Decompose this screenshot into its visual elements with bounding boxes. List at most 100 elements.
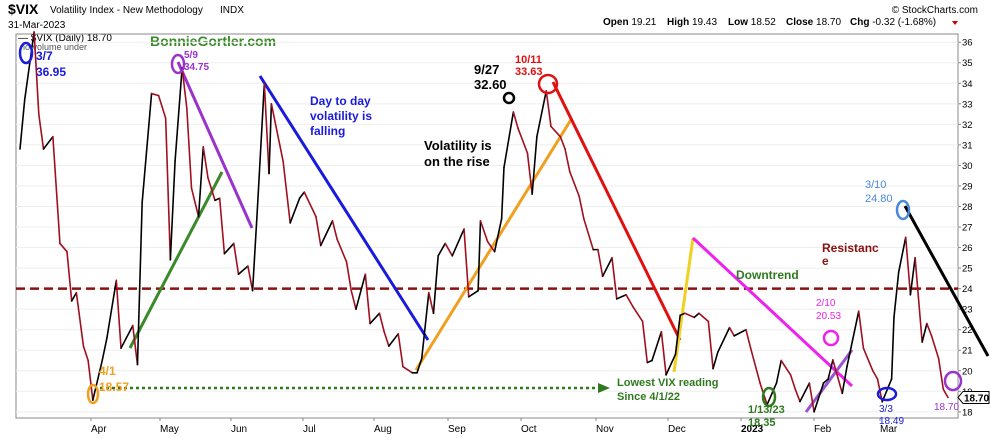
ohlc-chg: Chg -0.32 (-1.68%) <box>850 17 936 28</box>
price-segment <box>486 240 496 253</box>
price-segment <box>463 228 470 298</box>
peak-feb10-circle <box>822 329 840 347</box>
price-segment <box>531 135 538 195</box>
last-close-circle <box>943 370 963 392</box>
x-tick-label: Oct <box>521 424 537 435</box>
highlight-circles <box>18 41 963 408</box>
price-segment <box>164 117 172 261</box>
price-segment <box>42 135 54 150</box>
price-segment <box>841 365 848 395</box>
price-segment <box>270 103 284 163</box>
price-segment <box>141 92 153 204</box>
price-segment <box>872 369 879 380</box>
price-segment <box>930 335 940 360</box>
price-segment <box>444 242 454 257</box>
x-tick-label: Jun <box>231 424 247 435</box>
violet-uptrend-line <box>804 349 854 413</box>
source-label: © StockCharts.com <box>892 5 978 16</box>
y-tick-label: 20 <box>962 366 973 377</box>
price-series <box>19 31 949 413</box>
price-segment <box>728 326 736 337</box>
ohlc-open: Open 19.21 <box>603 17 657 28</box>
green-uptrend-line <box>128 171 224 349</box>
price-segment <box>775 359 782 384</box>
price-segment <box>82 345 89 362</box>
price-segment <box>568 170 580 198</box>
price-segment <box>350 289 357 310</box>
price-segment <box>679 312 686 317</box>
price-segment <box>893 271 900 319</box>
y-tick-label: 23 <box>962 305 973 316</box>
price-segment <box>369 312 381 325</box>
price-segment <box>578 195 585 220</box>
price-segment <box>500 166 505 220</box>
price-segment <box>251 209 259 292</box>
price-segment <box>745 328 752 349</box>
price-segment <box>808 382 815 413</box>
price-segment <box>651 330 663 362</box>
price-segment <box>23 31 35 101</box>
price-segment <box>364 273 371 325</box>
price-segment <box>632 306 644 323</box>
price-segment <box>282 160 291 224</box>
price-segment <box>684 312 696 319</box>
last-price-box <box>957 390 990 404</box>
price-segment <box>214 197 221 202</box>
series-legend: — $VIX (Daily) 18.70 <box>18 33 112 44</box>
ohlc-low: Low 18.52 <box>728 17 776 28</box>
price-segment <box>921 322 928 343</box>
annotation-t-day: Day to day volatility is falling <box>310 94 372 138</box>
low-mar3-circle <box>876 386 898 402</box>
annotation-t-resist: Resistanc e <box>822 241 879 268</box>
price-segment <box>780 359 792 376</box>
price-segment <box>197 146 205 218</box>
price-segment <box>583 218 595 251</box>
price-segment <box>789 374 797 391</box>
peak-oct11-circle <box>537 73 559 95</box>
annotation-t-downtrend: Downtrend <box>736 268 799 282</box>
y-tick-label: 29 <box>962 181 973 192</box>
price-segment <box>303 191 317 218</box>
price-segment <box>66 250 73 302</box>
price-segment <box>331 220 338 241</box>
price-segment <box>33 31 40 115</box>
exchange-label: INDX <box>220 5 244 16</box>
last-price-value: 18.70 <box>964 393 989 404</box>
y-tick-label: 30 <box>962 161 973 172</box>
price-segment <box>914 257 923 343</box>
y-tick-label: 35 <box>962 58 973 69</box>
price-segment <box>87 359 94 401</box>
y-tick-label: 26 <box>962 243 973 254</box>
purple-downtrend-line <box>176 61 254 229</box>
price-segment <box>550 125 562 138</box>
annotations: 3/7 36.95 5/9 34.75 4/1 18.57 9/27 32.60 10/11 33… <box>36 49 959 429</box>
price-segment <box>101 337 108 362</box>
black-downtrend-line <box>903 205 990 357</box>
plot-frame <box>15 33 959 419</box>
ohlc-close: Close 18.70 <box>786 17 841 28</box>
y-tick-label: 25 <box>962 264 973 275</box>
price-segment <box>378 312 385 333</box>
price-segment <box>451 228 465 257</box>
price-segment <box>937 357 945 391</box>
price-segment <box>846 310 860 368</box>
price-segment <box>665 353 677 376</box>
orange-uptrend-line <box>414 117 574 371</box>
peak-sep27-circle <box>502 91 516 105</box>
price-segment <box>157 94 167 119</box>
price-segment <box>536 90 548 138</box>
price-segment <box>517 127 529 154</box>
ohlc-high: High 19.43 <box>667 17 717 28</box>
chart-date: 31-Mar-2023 <box>8 20 66 31</box>
price-segment <box>186 107 193 189</box>
price-segment <box>19 98 26 150</box>
x-tick-label: Dec <box>668 424 686 435</box>
price-segment <box>601 257 613 278</box>
price-segment <box>766 382 778 406</box>
chart-header: $VIX Volatility Index - New Methodology … <box>8 1 978 52</box>
price-segment <box>559 135 566 150</box>
price-segment <box>660 330 667 376</box>
price-segment <box>256 82 266 212</box>
annotation-last-close: 18.70 <box>934 402 959 413</box>
